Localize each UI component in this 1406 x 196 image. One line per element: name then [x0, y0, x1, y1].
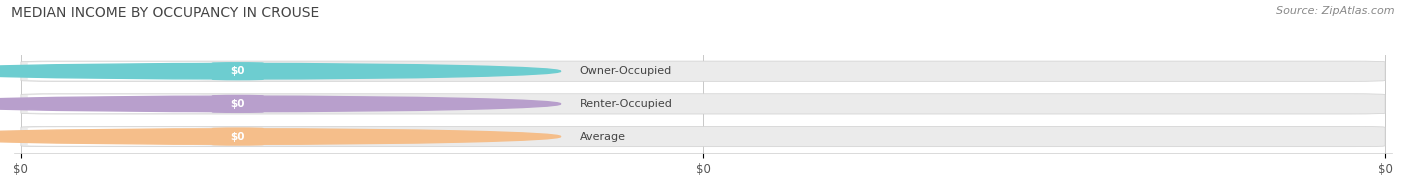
FancyBboxPatch shape [212, 127, 264, 146]
FancyBboxPatch shape [212, 62, 264, 80]
Text: $0: $0 [231, 99, 245, 109]
FancyBboxPatch shape [28, 127, 212, 146]
FancyBboxPatch shape [28, 62, 212, 80]
Text: $0: $0 [231, 132, 245, 142]
Circle shape [0, 64, 561, 79]
Text: MEDIAN INCOME BY OCCUPANCY IN CROUSE: MEDIAN INCOME BY OCCUPANCY IN CROUSE [11, 6, 319, 20]
FancyBboxPatch shape [21, 61, 1385, 81]
Text: Source: ZipAtlas.com: Source: ZipAtlas.com [1277, 6, 1395, 16]
Text: Renter-Occupied: Renter-Occupied [579, 99, 672, 109]
Text: Owner-Occupied: Owner-Occupied [579, 66, 672, 76]
Text: $0: $0 [231, 66, 245, 76]
FancyBboxPatch shape [212, 95, 264, 113]
FancyBboxPatch shape [21, 94, 1385, 114]
Text: Average: Average [579, 132, 626, 142]
FancyBboxPatch shape [28, 95, 212, 113]
Circle shape [0, 96, 561, 112]
FancyBboxPatch shape [21, 126, 1385, 147]
Circle shape [0, 129, 561, 144]
